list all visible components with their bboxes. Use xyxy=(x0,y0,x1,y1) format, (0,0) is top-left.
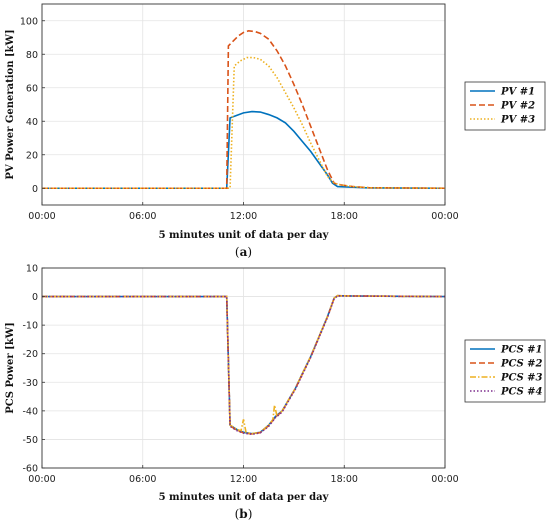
y-tick-label: 40 xyxy=(26,117,38,128)
series-line-pv-2 xyxy=(42,29,445,190)
legend-label: PCS #3 xyxy=(500,373,543,384)
x-axis-label: 5 minutes unit of data per day xyxy=(159,492,330,503)
x-axis-label: 5 minutes unit of data per day xyxy=(159,230,330,241)
legend-box xyxy=(464,81,546,131)
y-tick-label: 0 xyxy=(32,184,38,195)
legend: PV #1 PV #2 PV #3 xyxy=(464,81,546,131)
x-tick-label: 00:00 xyxy=(431,474,458,485)
y-axis-label: PV Power Generation [kW] xyxy=(5,29,16,179)
y-axis-label: PCS Power [kW] xyxy=(5,322,16,413)
y-tick-label: -50 xyxy=(22,435,38,446)
legend-label: PV #3 xyxy=(500,115,535,126)
x-tick-label: 12:00 xyxy=(230,474,257,485)
y-tick-label: -10 xyxy=(22,321,38,332)
legend-label: PCS #4 xyxy=(500,387,543,398)
panel-caption: (b) xyxy=(235,507,253,521)
y-tick-label: -30 xyxy=(22,378,38,389)
y-tick-label: 0 xyxy=(32,292,38,303)
chart-panel-1: 00:00 06:00 12:00 18:00 00:00 0 20 40 60 80 100 5 m… xyxy=(5,3,546,259)
x-tick-label: 06:00 xyxy=(129,211,156,222)
y-tick-label: 20 xyxy=(26,150,38,161)
x-tick-label: 12:00 xyxy=(230,211,257,222)
chart-panel-2: 00:00 06:00 12:00 18:00 00:00-60-50-40-30-20… xyxy=(5,264,546,521)
y-tick-label: -20 xyxy=(22,349,38,360)
series-line-pv-3 xyxy=(42,56,445,190)
y-tick-label: -60 xyxy=(22,464,38,475)
y-tick-label: -40 xyxy=(22,406,38,417)
y-tick-label: 80 xyxy=(26,50,38,61)
x-tick-label: 06:00 xyxy=(129,474,156,485)
x-tick-label: 00:00 xyxy=(431,211,458,222)
x-tick-label: 00:00 xyxy=(28,211,55,222)
series-line-pcs-3 xyxy=(42,294,445,435)
panel-caption: (a) xyxy=(235,245,252,259)
x-tick-label: 18:00 xyxy=(331,211,358,222)
x-tick-label: 18:00 xyxy=(331,474,358,485)
y-tick-label: 100 xyxy=(20,16,38,27)
x-tick-label: 00:00 xyxy=(28,474,55,485)
legend: PCS #1 PCS #2 PCS #3 PCS #4 xyxy=(464,339,546,403)
legend-label: PV #2 xyxy=(500,101,535,112)
y-tick-label: 60 xyxy=(26,83,38,94)
series-line-pv-1 xyxy=(42,110,445,190)
legend-label: PCS #2 xyxy=(500,359,543,370)
legend-label: PCS #1 xyxy=(500,345,543,356)
legend-label: PV #1 xyxy=(500,87,535,98)
y-tick-label: 10 xyxy=(26,264,38,275)
